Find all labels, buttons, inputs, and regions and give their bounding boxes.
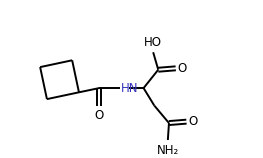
Text: NH₂: NH₂ xyxy=(157,144,179,157)
Text: HN: HN xyxy=(121,82,138,95)
Text: HO: HO xyxy=(144,36,161,49)
Text: O: O xyxy=(188,115,198,128)
Text: O: O xyxy=(178,62,187,75)
Text: O: O xyxy=(95,109,104,122)
